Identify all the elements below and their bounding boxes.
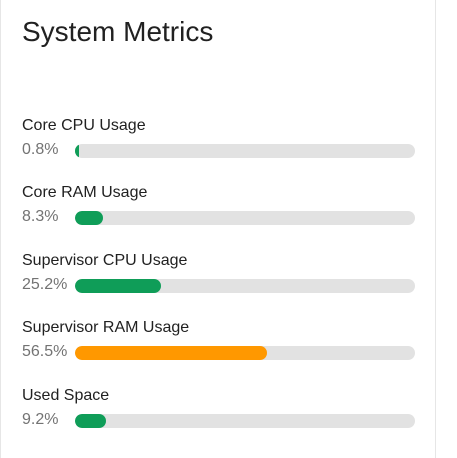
metric-core-cpu: Core CPU Usage 0.8% — [22, 116, 422, 166]
progress-bar-fill — [75, 346, 267, 360]
progress-bar-fill — [75, 279, 161, 293]
progress-bar-track — [75, 144, 415, 158]
progress-bar-fill — [75, 211, 103, 225]
metric-core-ram: Core RAM Usage 8.3% — [22, 183, 422, 233]
metric-value: 0.8% — [22, 141, 59, 158]
metric-used-space: Used Space 9.2% — [22, 386, 422, 436]
progress-bar-track — [75, 346, 415, 360]
metric-label: Core CPU Usage — [22, 117, 146, 134]
metric-value: 25.2% — [22, 276, 68, 293]
progress-bar-track — [75, 414, 415, 428]
metric-value: 56.5% — [22, 343, 68, 360]
metric-label: Used Space — [22, 387, 110, 404]
card-title: System Metrics — [22, 16, 214, 47]
progress-bar-track — [75, 211, 415, 225]
progress-bar-track — [75, 279, 415, 293]
progress-bar-fill — [75, 144, 79, 158]
system-metrics-card: System Metrics Core CPU Usage 0.8% Core … — [0, 0, 436, 458]
metric-supervisor-ram: Supervisor RAM Usage 56.5% — [22, 318, 422, 368]
metric-label: Core RAM Usage — [22, 184, 148, 201]
metric-label: Supervisor CPU Usage — [22, 252, 188, 269]
metric-value: 9.2% — [22, 411, 59, 428]
metric-supervisor-cpu: Supervisor CPU Usage 25.2% — [22, 251, 422, 301]
metric-value: 8.3% — [22, 208, 59, 225]
metric-label: Supervisor RAM Usage — [22, 319, 190, 336]
progress-bar-fill — [75, 414, 106, 428]
